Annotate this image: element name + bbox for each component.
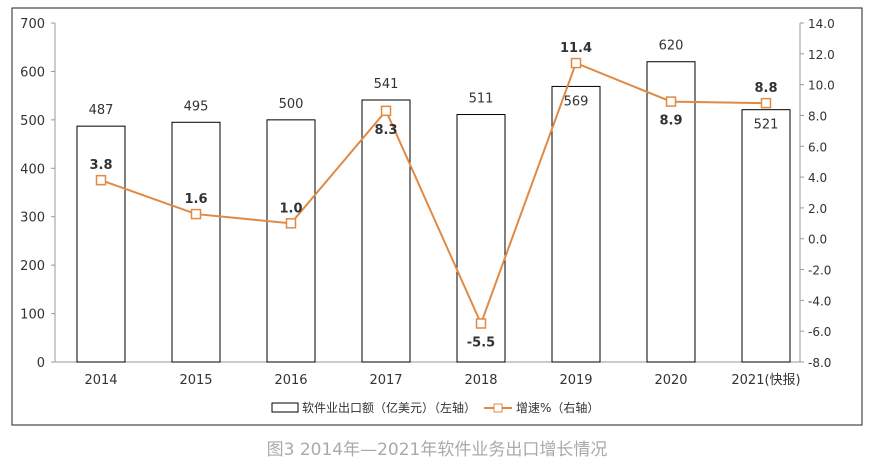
growth-label: 1.6 <box>184 192 207 207</box>
growth-label: 11.4 <box>560 41 592 56</box>
growth-marker <box>665 96 677 107</box>
right-tick-label: -8.0 <box>808 356 831 370</box>
right-tick-label: -4.0 <box>808 294 831 308</box>
bar-label: 495 <box>184 99 209 114</box>
right-tick-label: -6.0 <box>808 325 831 339</box>
growth-label: -5.5 <box>467 335 495 350</box>
bar <box>266 119 316 363</box>
growth-label: 8.8 <box>754 81 777 96</box>
right-tick-label: 2.0 <box>808 202 827 216</box>
right-tick-label: 12.0 <box>808 48 835 62</box>
bar-label: 487 <box>89 103 114 118</box>
left-tick-label: 600 <box>20 65 45 80</box>
bar-label: 569 <box>564 94 589 109</box>
legend-bar-label: 软件业出口额（亿美元）（左轴） <box>302 400 476 415</box>
growth-marker <box>570 57 582 69</box>
bar-label: 500 <box>279 97 304 112</box>
legend-line-marker <box>493 403 503 413</box>
bar <box>646 61 696 363</box>
right-tick-label: 10.0 <box>808 79 835 93</box>
growth-line <box>100 61 767 327</box>
left-tick-label: 100 <box>20 308 45 323</box>
x-tick-label: 2019 <box>559 373 592 388</box>
right-tick-label: 6.0 <box>808 140 827 154</box>
left-tick-label: 200 <box>20 259 45 274</box>
x-tick-label: 2017 <box>369 373 402 388</box>
bar <box>361 99 411 363</box>
growth-label: 8.9 <box>659 114 682 129</box>
chart-frame <box>11 7 863 426</box>
left-tick-label: 0 <box>37 356 45 371</box>
x-tick-label: 2015 <box>179 373 212 388</box>
right-tick-label: 0.0 <box>808 233 827 247</box>
x-tick-label: 2016 <box>274 373 307 388</box>
growth-marker <box>380 105 392 117</box>
bar <box>76 125 126 363</box>
bar-label: 521 <box>754 118 779 133</box>
growth-marker <box>760 97 772 109</box>
right-tick-label: 4.0 <box>808 171 827 185</box>
bar <box>551 85 601 363</box>
bar-label: 511 <box>469 92 494 107</box>
x-tick-label: 2018 <box>464 373 497 388</box>
x-tick-label: 2021(快报) <box>731 373 800 388</box>
legend-line-label: 增速%（右轴） <box>516 400 599 415</box>
left-tick-label: 500 <box>20 114 45 129</box>
right-tick-label: 14.0 <box>808 17 835 31</box>
right-tick-label: 8.0 <box>808 109 827 123</box>
left-tick-label: 700 <box>20 17 45 32</box>
left-tick-label: 400 <box>20 162 45 177</box>
left-tick-label: 300 <box>20 211 45 226</box>
growth-marker <box>285 218 297 229</box>
bar <box>741 109 791 363</box>
x-tick-label: 2014 <box>84 373 117 388</box>
bar-label: 541 <box>374 77 399 92</box>
growth-marker <box>95 174 107 186</box>
growth-label: 3.8 <box>89 158 112 173</box>
chart-title: 图3 2014年—2021年软件业务出口增长情况 <box>267 440 608 460</box>
right-tick-label: -2.0 <box>808 264 831 278</box>
growth-marker <box>190 208 202 220</box>
legend-bar-swatch <box>271 402 299 413</box>
growth-label: 8.3 <box>374 123 397 138</box>
growth-label: 1.0 <box>279 201 302 216</box>
x-tick-label: 2020 <box>654 373 687 388</box>
growth-marker <box>475 318 487 329</box>
bar-label: 620 <box>659 39 684 54</box>
bar <box>171 121 221 363</box>
